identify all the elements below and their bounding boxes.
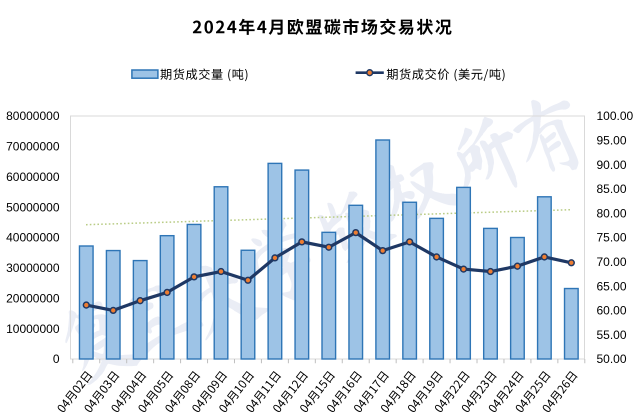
svg-text:55.00: 55.00 (597, 328, 627, 342)
svg-text:60000000: 60000000 (6, 170, 60, 184)
svg-text:70.00: 70.00 (597, 255, 627, 269)
svg-text:90.00: 90.00 (597, 158, 627, 172)
svg-text:80000000: 80000000 (6, 109, 60, 123)
svg-text:30000000: 30000000 (6, 261, 60, 275)
svg-text:50.00: 50.00 (597, 352, 627, 366)
svg-text:0: 0 (53, 352, 60, 366)
svg-text:100.00: 100.00 (597, 109, 634, 123)
svg-text:80.00: 80.00 (597, 206, 627, 220)
svg-text:95.00: 95.00 (597, 134, 627, 148)
svg-text:60.00: 60.00 (597, 304, 627, 318)
svg-text:50000000: 50000000 (6, 200, 60, 214)
svg-text:10000000: 10000000 (6, 322, 60, 336)
svg-text:40000000: 40000000 (6, 231, 60, 245)
svg-text:20000000: 20000000 (6, 291, 60, 305)
svg-text:70000000: 70000000 (6, 140, 60, 154)
svg-text:65.00: 65.00 (597, 279, 627, 293)
svg-text:85.00: 85.00 (597, 182, 627, 196)
svg-text:75.00: 75.00 (597, 231, 627, 245)
